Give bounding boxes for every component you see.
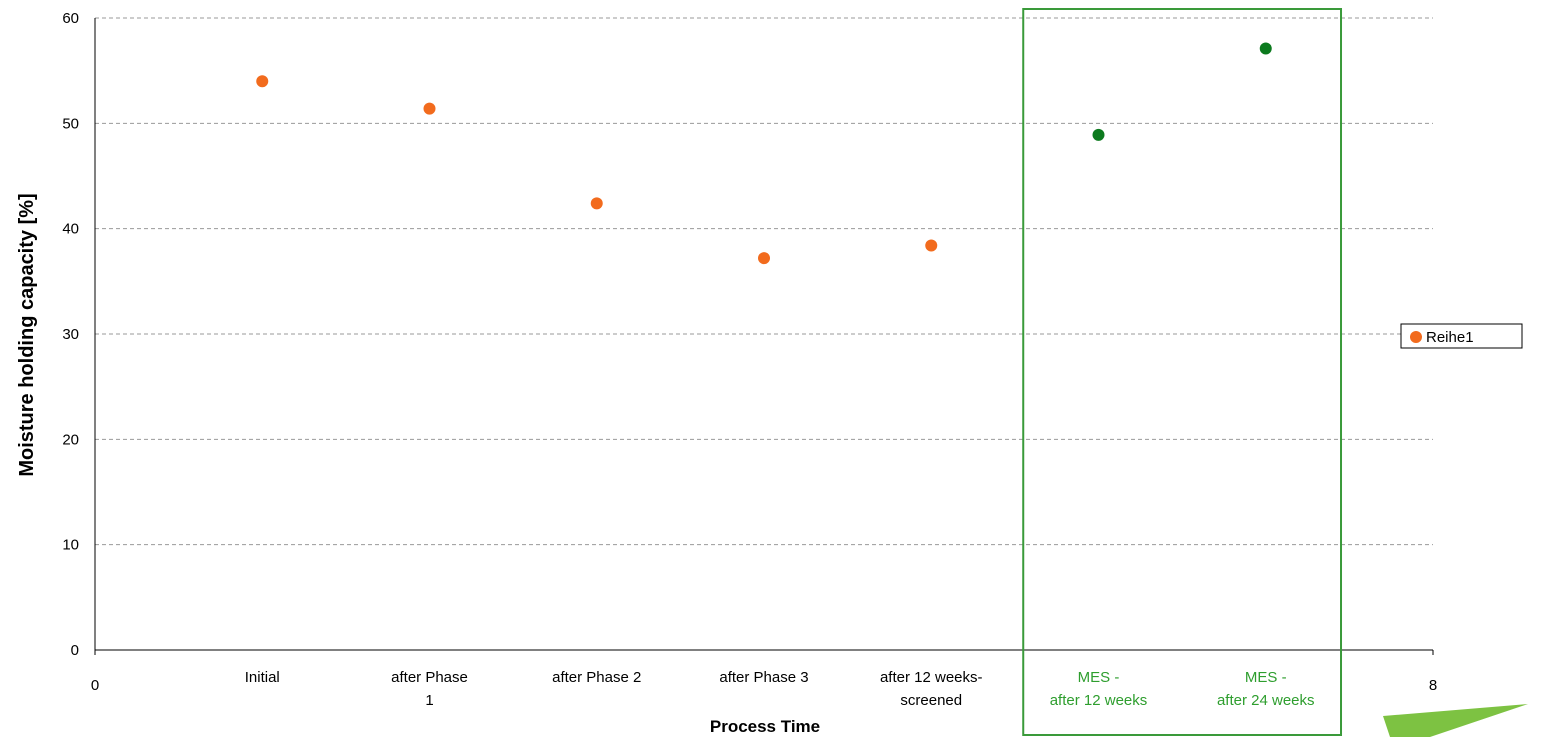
category-labels: Initial after Phase 1 after Phase 2 after Ph… [245, 669, 1315, 709]
y-tick-label: 30 [62, 326, 79, 343]
y-tick-label: 50 [62, 115, 79, 132]
category-label: after Phase [391, 669, 468, 686]
data-point [1259, 42, 1272, 55]
y-tick-label: 0 [71, 642, 79, 659]
y-tick-label: 20 [62, 431, 79, 448]
data-point [590, 197, 603, 210]
legend-marker [1410, 331, 1422, 343]
data-point [423, 102, 436, 115]
y-axis-title: Moisture holding capacity [%] [16, 193, 38, 476]
x-tick-label: 8 [1429, 677, 1437, 694]
corner-arrow-shape [1383, 704, 1528, 737]
legend-label: Reihe1 [1426, 329, 1474, 346]
category-label: screened [900, 692, 962, 709]
y-tick-label: 40 [62, 221, 79, 238]
axes [94, 18, 1434, 655]
data-point [925, 239, 938, 252]
category-label: MES - [1078, 669, 1120, 686]
y-tick-labels: 0 10 20 30 40 50 60 [62, 10, 79, 659]
data-points [256, 42, 1272, 265]
category-label: MES - [1245, 669, 1287, 686]
category-label: after 24 weeks [1217, 692, 1315, 709]
y-tick-label: 60 [62, 10, 79, 27]
x-axis-title: Process Time [710, 717, 820, 736]
legend: Reihe1 [1400, 323, 1523, 349]
category-label: 1 [425, 692, 433, 709]
y-tick-label: 10 [62, 537, 79, 554]
x-tick-label: 0 [91, 677, 99, 694]
highlight-box [1022, 8, 1343, 736]
category-label: after 12 weeks- [880, 669, 983, 686]
category-label: after Phase 2 [552, 669, 641, 686]
legend-box [1400, 323, 1523, 349]
data-point [758, 252, 770, 265]
data-point [256, 75, 269, 88]
category-label: after Phase 3 [719, 669, 808, 686]
gridlines [95, 17, 1433, 546]
data-point [1092, 128, 1105, 141]
category-label: after 12 weeks [1050, 692, 1148, 709]
category-label: Initial [245, 669, 280, 686]
highlight-box-group [1022, 8, 1343, 736]
